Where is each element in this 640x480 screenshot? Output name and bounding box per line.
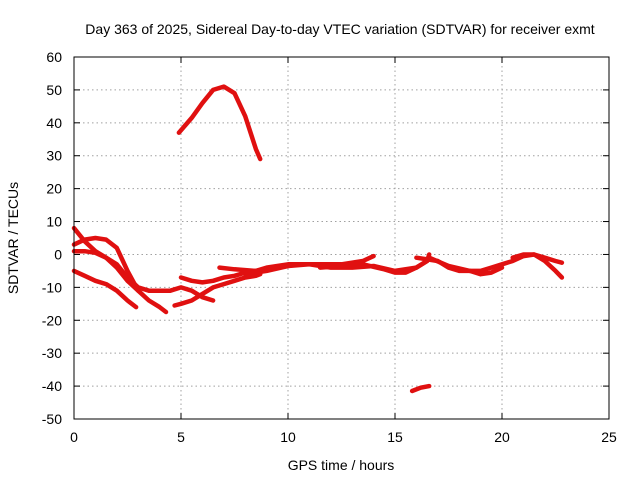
chart-title: Day 363 of 2025, Sidereal Day-to-day VTE… xyxy=(85,21,594,37)
axis-ticks: 0 5 10 15 20 25 60 50 40 30 20 10 0 -10 -20 -30 -40 -50 xyxy=(42,49,617,445)
y-tick-label: -40 xyxy=(42,378,62,394)
y-tick-label: -30 xyxy=(42,345,62,361)
y-tick-label: 60 xyxy=(46,49,62,65)
y-tick-label: 20 xyxy=(46,181,62,197)
x-tick-label: 15 xyxy=(387,429,403,445)
series-line-arc-14 xyxy=(409,383,432,394)
y-tick-label: 0 xyxy=(54,246,62,262)
x-tick-label: 10 xyxy=(280,429,296,445)
y-axis-label: SDTVAR / TECUs xyxy=(5,182,21,294)
y-tick-label: -20 xyxy=(42,312,62,328)
series-line-arc-4 xyxy=(71,248,169,315)
y-tick-label: 40 xyxy=(46,115,62,131)
series-line-arc-5 xyxy=(172,271,263,308)
grid-lines xyxy=(74,57,609,419)
x-tick-label: 20 xyxy=(494,429,510,445)
series-line-arc-11 xyxy=(426,255,505,277)
y-tick-label: 50 xyxy=(46,82,62,98)
x-tick-label: 5 xyxy=(177,429,185,445)
series-line-arc-2 xyxy=(71,235,141,293)
plot-frame xyxy=(73,56,610,420)
data-series xyxy=(71,84,565,394)
y-tick-label: -50 xyxy=(42,411,62,427)
x-tick-label: 0 xyxy=(70,429,78,445)
series-line-arc-13 xyxy=(176,84,263,162)
series-line-arc-9 xyxy=(317,252,432,275)
series-line-arc-3 xyxy=(71,268,139,310)
series-line-arc-12 xyxy=(510,252,565,280)
y-tick-label: -10 xyxy=(42,279,62,295)
x-axis-label: GPS time / hours xyxy=(288,457,395,473)
y-tick-label: 10 xyxy=(46,214,62,230)
x-tick-label: 25 xyxy=(601,429,617,445)
y-tick-label: 30 xyxy=(46,148,62,164)
